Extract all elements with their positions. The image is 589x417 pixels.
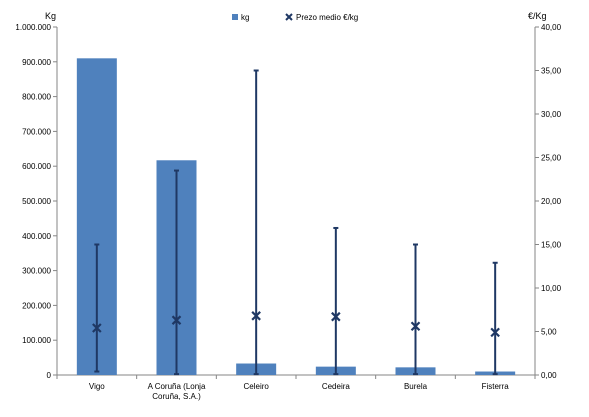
category-label: Vigo [89,382,105,391]
left-tick-label: 900.000 [22,58,51,67]
left-tick-label: 1.000.000 [15,23,51,32]
right-tick-label: 30,00 [541,110,562,119]
price-marker [92,323,102,333]
right-axis-unit: €/Kg [528,11,547,21]
left-tick-label: 0 [47,371,52,380]
price-marker [171,315,182,325]
legend-label-kg: kg [241,13,249,22]
bars [76,58,516,375]
tick-labels: 0 100.000 200.000 300.000 400.000 500.000 600.… [15,23,561,401]
category-label: Celeiro [243,382,269,391]
price-marker [410,321,421,332]
left-tick-label: 200.000 [22,301,51,310]
right-tick-label: 0,00 [541,371,557,380]
category-label: Fisterra [482,382,510,391]
left-tick-label: 100.000 [22,336,51,345]
legend: kg Prezo medio €/kg [232,13,358,22]
legend-marker-price [285,13,293,21]
price-ranges [94,69,498,376]
left-axis-unit: Kg [45,11,56,21]
right-tick-label: 5,00 [541,328,557,337]
left-tick-label: 400.000 [22,232,51,241]
left-tick-label: 700.000 [22,127,51,136]
category-label: Coruña, S.A.) [152,392,201,401]
right-tick-label: 15,00 [541,241,562,250]
left-tick-label: 600.000 [22,162,51,171]
left-tick-label: 800.000 [22,93,51,102]
left-tick-label: 500.000 [22,197,51,206]
category-label: A Coruña (Lonja [148,382,206,391]
price-markers [92,311,500,338]
category-label: Burela [404,382,428,391]
right-tick-label: 40,00 [541,23,562,32]
price-marker [251,311,261,321]
price-marker [331,311,341,322]
legend-swatch-kg [232,14,238,20]
left-tick-label: 300.000 [22,267,51,276]
price-marker [490,327,500,338]
right-tick-label: 20,00 [541,197,562,206]
right-tick-label: 10,00 [541,284,562,293]
legend-label-price: Prezo medio €/kg [296,13,358,22]
axes [53,26,539,379]
right-tick-label: 25,00 [541,154,562,163]
right-tick-label: 35,00 [541,67,562,76]
category-label: Cedeira [322,382,351,391]
